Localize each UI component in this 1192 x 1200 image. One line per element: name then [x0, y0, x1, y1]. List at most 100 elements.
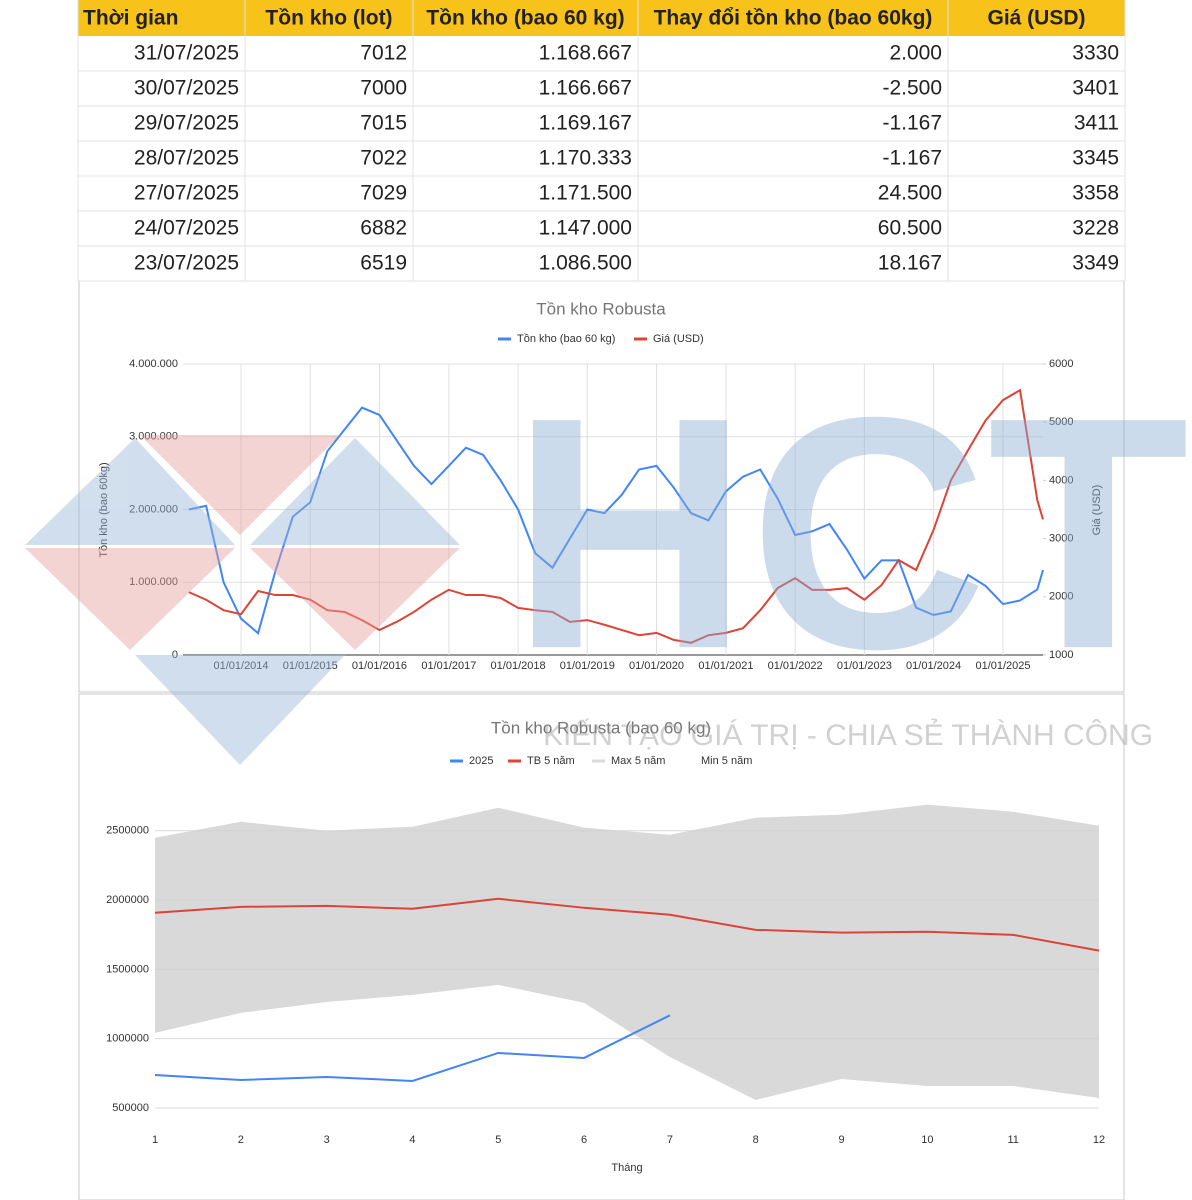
logo-text: HCT [511, 348, 1189, 717]
table-header-bg [78, 0, 1125, 36]
x-tick-label: 01/01/2023 [837, 660, 892, 672]
table-cell: 3401 [1072, 77, 1119, 100]
y-tick-label: 1500000 [106, 963, 149, 975]
x-tick-label: 01/01/2022 [768, 660, 823, 672]
series-line [188, 388, 1044, 644]
table-cell: 1.166.667 [539, 77, 632, 100]
x-tick-label: 7 [667, 1134, 673, 1146]
x-tick-label: 01/01/2018 [491, 660, 546, 672]
table-cell: 1.169.167 [539, 112, 632, 135]
table-cell: 3330 [1072, 42, 1119, 65]
table-header-cell: Tồn kho (lot) [265, 7, 392, 30]
legend-label: Min 5 năm [701, 755, 752, 767]
legend-label: TB 5 năm [527, 755, 575, 767]
table-cell: 30/07/2025 [134, 77, 239, 100]
table-cell: 23/07/2025 [134, 252, 239, 275]
table-cell: 2.000 [889, 42, 942, 65]
table-header-cell: Thời gian [83, 7, 178, 30]
x-tick-label: 2 [238, 1134, 244, 1146]
table-cell: 28/07/2025 [134, 147, 239, 170]
x-tick-label: 3 [324, 1134, 330, 1146]
table-cell: 3358 [1072, 182, 1119, 205]
y-tick-label: 3.000.000 [129, 431, 178, 443]
logo-shape [25, 438, 235, 545]
x-tick-label: 11 [1007, 1134, 1018, 1146]
slogan: KIẾN TẠO GIÁ TRỊ - CHIA SẺ THÀNH CÔNG [543, 718, 1153, 752]
x-tick-label: 12 [1093, 1134, 1105, 1146]
y-tick-label: 0 [172, 649, 178, 661]
table-cell: 7022 [360, 147, 407, 170]
y-tick-label: 4.000.000 [129, 358, 178, 370]
x-tick-label: 9 [838, 1134, 844, 1146]
logo-shape [250, 548, 460, 650]
y2-tick-label: 1000 [1049, 649, 1073, 661]
table-cell: 7012 [360, 42, 407, 65]
table-cell: 24.500 [878, 182, 942, 205]
logo-shape [140, 435, 340, 535]
series-line [188, 406, 1044, 635]
table-cell: 31/07/2025 [134, 42, 239, 65]
content: Thời gian Tồn kho (lot) Tồn kho (bao 60 kg… [77, 0, 1126, 1174]
x-tick-label: 01/01/2016 [352, 660, 407, 672]
chart-title: Tồn kho Robusta (bao 60 kg) [491, 718, 711, 737]
table-cell: 1.170.333 [539, 147, 632, 170]
table-cell: 60.500 [878, 217, 942, 240]
y2-tick-label: 2000 [1049, 591, 1073, 603]
x-tick-label: 5 [495, 1134, 501, 1146]
legend-label: Giá (USD) [653, 333, 704, 345]
x-tick-label: 8 [753, 1134, 759, 1146]
table-cell: 29/07/2025 [134, 112, 239, 135]
table-cell: -1.167 [882, 112, 942, 135]
y-tick-label: 1000000 [106, 1033, 149, 1045]
y2-tick-label: 3000 [1049, 533, 1073, 545]
x-tick-label: 01/01/2019 [560, 660, 615, 672]
area [155, 984, 1099, 1108]
table-cell: 3345 [1072, 147, 1119, 170]
y2-axis-title: Giá (USD) [1091, 485, 1103, 536]
table-cell: 1.147.000 [539, 217, 632, 240]
x-tick-label: 01/01/2017 [421, 660, 476, 672]
y2-tick-label: 4000 [1049, 474, 1073, 486]
x-tick-label: 01/01/2014 [213, 660, 268, 672]
x-tick-label: 01/01/2024 [906, 660, 961, 672]
watermark: HCT KIẾN TẠO GIÁ TRỊ - CHIA SẺ THÀNH CÔN… [25, 348, 1189, 765]
logo-shape [250, 438, 460, 545]
table-header-cell: Tồn kho (bao 60 kg) [426, 7, 624, 30]
x-tick-label: 01/01/2020 [629, 660, 684, 672]
table-cell: 3411 [1074, 112, 1119, 135]
table-cell: 6882 [360, 217, 407, 240]
logo-shape [25, 548, 235, 650]
y-tick-label: 2500000 [106, 825, 149, 837]
table-cell: 6519 [360, 252, 407, 275]
legend-label: 2025 [469, 755, 493, 767]
legend-label: Max 5 năm [611, 755, 665, 767]
y-tick-label: 500000 [112, 1102, 149, 1114]
y2-tick-label: 5000 [1049, 416, 1073, 428]
x-tick-label: 10 [921, 1134, 933, 1146]
x-tick-label: 01/01/2015 [283, 660, 338, 672]
x-tick-label: 6 [581, 1134, 587, 1146]
y-tick-label: 1.000.000 [129, 576, 178, 588]
table-cell: 3349 [1072, 252, 1119, 275]
table-cell: 7000 [360, 77, 407, 100]
x-axis-title: Tháng [611, 1162, 642, 1174]
table-cell: 24/07/2025 [134, 217, 239, 240]
legend-label: Tồn kho (bao 60 kg) [517, 333, 615, 345]
x-tick-label: 4 [409, 1134, 415, 1146]
y-tick-label: 2000000 [106, 894, 149, 906]
table-cell: 27/07/2025 [134, 182, 239, 205]
series-line [154, 1014, 671, 1082]
table-cell: 7015 [360, 112, 407, 135]
series-line [154, 897, 1100, 952]
x-tick-label: 01/01/2021 [698, 660, 753, 672]
table-header-cell: Giá (USD) [987, 7, 1085, 30]
table-cell: 1.168.667 [539, 42, 632, 65]
y2-tick-label: 6000 [1049, 358, 1073, 370]
y-axis-title: Tồn kho (bao 60kg) [98, 462, 110, 557]
table-header-cell: Thay đổi tồn kho (bao 60kg) [654, 7, 933, 30]
logo-shape [135, 655, 345, 765]
chart-title: Tồn kho Robusta [536, 299, 666, 318]
table-cell: 1.086.500 [539, 252, 632, 275]
